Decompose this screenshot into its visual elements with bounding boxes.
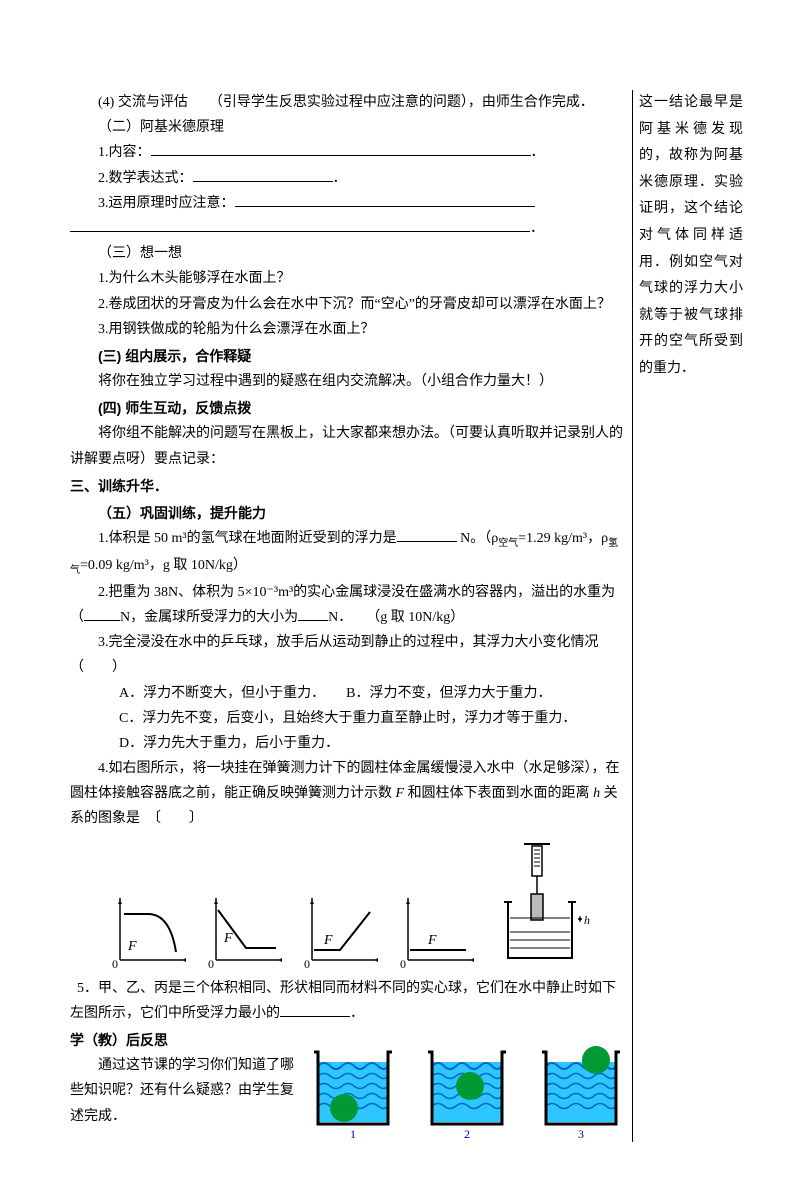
svg-text:0: 0: [208, 957, 214, 970]
side-note: 这一结论最早是阿基米德发现的，故称为阿基米德原理．实验证明，这个结论对气体同样适…: [639, 90, 743, 383]
sec3-body: 将你在独立学习过程中遇到的疑惑在组内交流解决。（小组合作力量大！）: [70, 369, 624, 394]
sec-train: 三、训练升华．: [70, 474, 624, 499]
p-note-line: 3.运用原理时应注意：: [70, 191, 624, 216]
blank-content[interactable]: [151, 142, 531, 156]
optC: C．浮力先不变，后变小，且始终大于重力直至静止时，浮力才等于重力．: [70, 706, 624, 731]
p-think-head: （三）想一想: [70, 241, 624, 266]
optD: D．浮力先大于重力，后小于重力．: [70, 731, 624, 756]
svg-text:0: 0: [304, 957, 310, 970]
graph-d: F 0: [398, 892, 476, 970]
t4: 4.如右图所示，将一块挂在弹簧测力计下的圆柱体金属缓慢浸入水中（水足够深），在圆…: [70, 756, 624, 832]
blank-t1[interactable]: [397, 528, 457, 542]
p-formula-line: 2.数学表达式：．: [70, 166, 624, 191]
q1: 1.为什么木头能够浮在水面上？: [70, 266, 624, 291]
svg-text:F: F: [323, 933, 333, 948]
blank-formula[interactable]: [193, 168, 333, 182]
blank-t2b[interactable]: [298, 607, 328, 621]
p-content-line: 1.内容：．: [70, 140, 624, 165]
label-content: 1.内容：: [98, 145, 151, 160]
t2: 2.把重为 38N、体积为 5×10⁻³m³的实心金属球浸没在盛满水的容器内，溢…: [70, 580, 624, 630]
q3: 3.用钢铁做成的轮船为什么会漂浮在水面上？: [70, 317, 624, 342]
reflect-body: 通过这节课的学习你们知道了哪些知识呢？还有什么疑惑？由学生复述完成．: [70, 1053, 300, 1129]
blank-t5[interactable]: [280, 1003, 350, 1017]
beaker-3: 3: [538, 1032, 624, 1142]
svg-text:h: h: [584, 913, 590, 927]
p-archimedes-head: （二）阿基米德原理: [70, 115, 624, 140]
p-exchange: (4) 交流与评估 （引导学生反思实验过程中应注意的问题），由师生合作完成．: [70, 90, 624, 115]
sec3-head: (三) 组内展示，合作释疑: [70, 344, 624, 369]
main-column: (4) 交流与评估 （引导学生反思实验过程中应注意的问题），由师生合作完成． （…: [70, 90, 632, 1142]
reflect-head: 学（教）后反思: [70, 1028, 300, 1053]
label-note: 3.运用原理时应注意：: [98, 196, 235, 211]
beaker-2: 2: [424, 1032, 510, 1142]
svg-text:2: 2: [464, 1127, 470, 1141]
sec4-body: 将你组不能解决的问题写在黑板上，让大家都来想办法。（可要认真听取并记录别人的讲解…: [70, 421, 624, 471]
t5: 5．甲、乙、丙是三个体积相同、形状相同而材料不同的实心球，它们在水中静止时如下左…: [70, 976, 624, 1026]
sec5-head: （五）巩固训练，提升能力: [70, 501, 624, 526]
axis-0-label: 0: [112, 957, 118, 970]
svg-text:1: 1: [350, 1127, 356, 1141]
side-column: 这一结论最早是阿基米德发现的，故称为阿基米德原理．实验证明，这个结论对气体同样适…: [632, 90, 743, 1142]
svg-text:3: 3: [578, 1127, 584, 1141]
beaker-1: 1: [310, 1032, 396, 1142]
graph-b: F 0: [206, 892, 284, 970]
graph-a: F 0: [110, 892, 188, 970]
optA: A．浮力不断变大，但小于重力． B．浮力不变，但浮力大于重力．: [70, 681, 624, 706]
svg-text:F: F: [223, 931, 233, 946]
svg-text:0: 0: [400, 957, 406, 970]
axis-f-label: F: [127, 939, 137, 954]
spring-beaker-diagram: h: [494, 840, 594, 970]
beakers-row: 1 2: [310, 1032, 624, 1142]
t1: 1.体积是 50 m³的氢气球在地面附近受到的浮力是 N。（ρ空气=1.29 k…: [70, 526, 624, 580]
q2: 2.卷成团状的牙膏皮为什么会在水中下沉？而“空心”的牙膏皮却可以漂浮在水面上？: [70, 292, 624, 317]
blank-t2a[interactable]: [84, 607, 120, 621]
graph-c: F 0: [302, 892, 380, 970]
label-formula: 2.数学表达式：: [98, 171, 193, 186]
blank-note-2[interactable]: [70, 218, 530, 232]
p-note-line-2: ．: [70, 216, 624, 241]
graphs-row: F 0 F 0: [110, 840, 624, 970]
blank-note-1[interactable]: [235, 193, 535, 207]
sec4-head: (四) 师生互动，反馈点拨: [70, 396, 624, 421]
svg-text:F: F: [427, 933, 437, 948]
t3: 3.完全浸没在水中的乒乓球，放手后从运动到静止的过程中，其浮力大小变化情况 （ …: [70, 630, 624, 680]
